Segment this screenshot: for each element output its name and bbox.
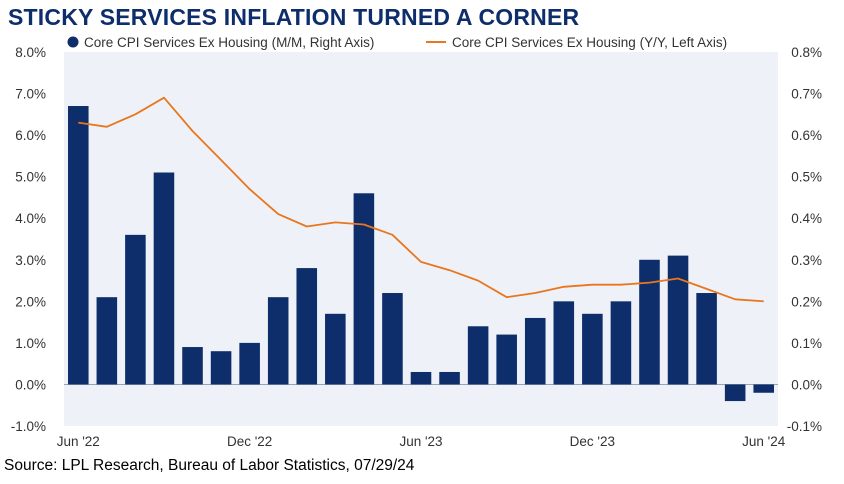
legend-line-label: Core CPI Services Ex Housing (Y/Y, Left …	[452, 35, 727, 50]
legend-bar-label: Core CPI Services Ex Housing (M/M, Right…	[84, 35, 374, 50]
bar-5	[210, 351, 232, 385]
bar-13	[439, 371, 460, 385]
left-tick-label: 8.0%	[15, 45, 46, 60]
bar-1	[96, 297, 118, 385]
x-tick-label: Dec '22	[227, 434, 272, 449]
right-axis: 0.8% 0.7% 0.6% 0.5% 0.4% 0.3% 0.2% 0.1% 0.0% -0.1…	[787, 45, 822, 434]
left-tick-label: 1.0%	[15, 336, 46, 351]
line-group	[78, 96, 764, 303]
bar-9	[325, 313, 346, 385]
x-axis: Jun '22 Dec '22 Jun '23 Dec '23 Jun '24	[57, 434, 786, 449]
left-tick-label: 2.0%	[15, 294, 46, 309]
x-tick-label: Dec '23	[570, 434, 615, 449]
bar-24	[753, 384, 775, 393]
bar-0	[67, 106, 89, 385]
right-tick-label: 0.1%	[791, 336, 822, 351]
bar-21	[667, 255, 689, 385]
left-axis: 8.0% 7.0% 6.0% 5.0% 4.0% 3.0% 2.0% 1.0% 0.0% -1.0…	[11, 45, 46, 434]
bar-16	[524, 317, 546, 385]
right-tick-label: 0.4%	[791, 211, 822, 226]
right-tick-label: 0.8%	[791, 45, 822, 60]
bar-22	[696, 293, 717, 385]
bar-23	[724, 384, 746, 402]
bar-15	[496, 334, 517, 385]
left-tick-label: 4.0%	[15, 211, 46, 226]
bar-18	[582, 313, 603, 385]
left-tick-label: 0.0%	[15, 377, 46, 392]
left-tick-label: 5.0%	[15, 170, 46, 185]
chart-title: STICKY SERVICES INFLATION TURNED A CORNE…	[8, 4, 580, 30]
bar-19	[610, 301, 632, 385]
bar-17	[553, 301, 575, 385]
bar-3	[153, 172, 175, 385]
right-tick-label: 0.0%	[791, 377, 822, 392]
bar-11	[382, 293, 403, 385]
right-tick-label: 0.3%	[791, 253, 822, 268]
right-tick-label: 0.6%	[791, 128, 822, 143]
source-note: Source: LPL Research, Bureau of Labor St…	[4, 457, 415, 474]
bar-12	[410, 371, 432, 385]
x-tick-label: Jun '24	[742, 434, 786, 449]
left-tick-label: 3.0%	[15, 253, 46, 268]
left-tick-label: 7.0%	[15, 87, 46, 102]
yoy-line	[78, 96, 764, 303]
bar-4	[182, 347, 203, 385]
bar-2	[125, 234, 146, 385]
right-tick-label: 0.7%	[791, 87, 822, 102]
right-tick-label: -0.1%	[787, 419, 822, 434]
x-tick-label: Jun '22	[57, 434, 100, 449]
legend-bar-marker	[67, 36, 79, 48]
bar-10	[353, 193, 375, 385]
left-tick-label: 6.0%	[15, 128, 46, 143]
right-tick-label: 0.5%	[791, 170, 822, 185]
bar-6	[239, 342, 260, 385]
x-tick-label: Jun '23	[399, 434, 442, 449]
bars-group	[67, 106, 775, 402]
legend: Core CPI Services Ex Housing (M/M, Right…	[67, 35, 727, 50]
right-tick-label: 0.2%	[791, 294, 822, 309]
left-tick-label: -1.0%	[11, 419, 46, 434]
bar-7	[267, 297, 289, 385]
bar-14	[467, 326, 489, 385]
bar-20	[639, 259, 660, 385]
bar-8	[296, 268, 318, 385]
